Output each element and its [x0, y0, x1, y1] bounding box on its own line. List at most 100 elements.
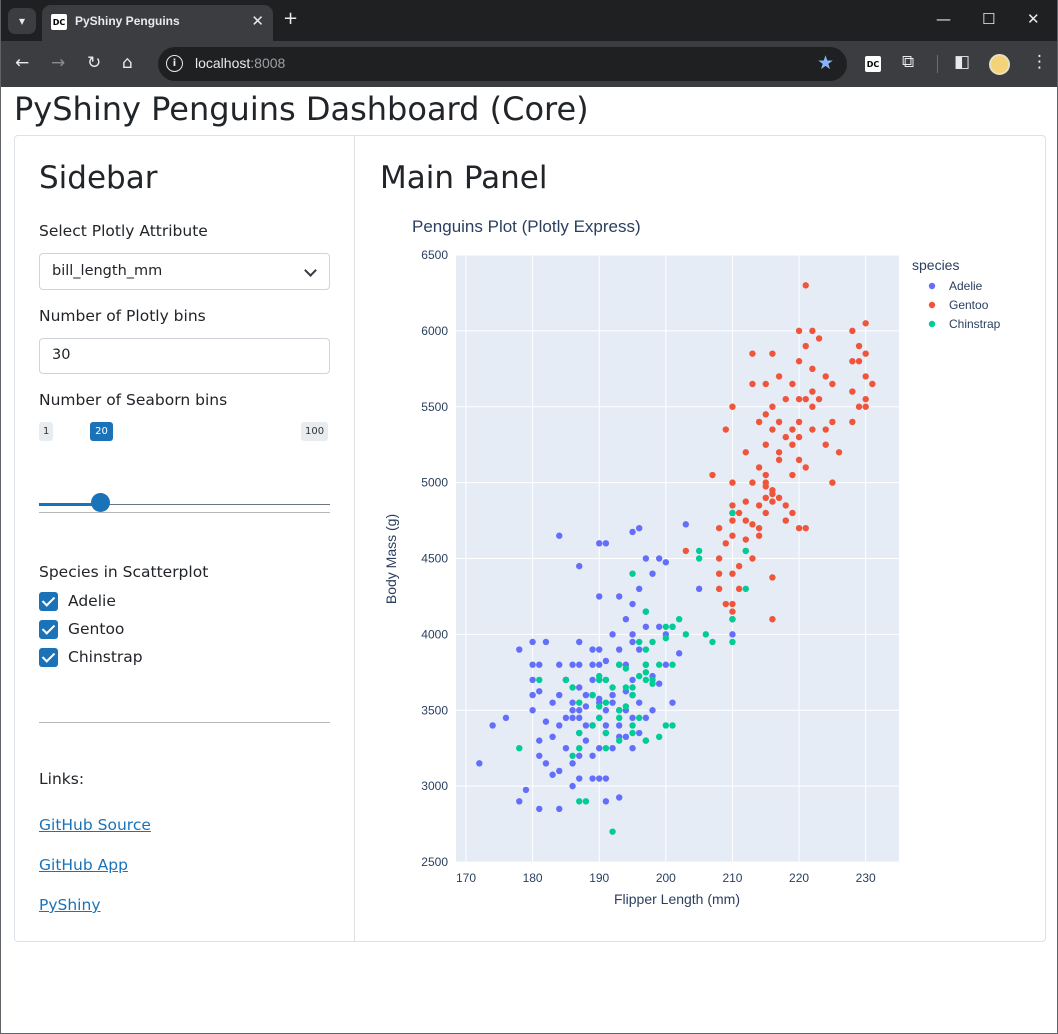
point-adelie[interactable]	[629, 528, 636, 536]
point-chinstrap[interactable]	[695, 547, 703, 555]
point-adelie[interactable]	[569, 707, 576, 714]
point-adelie[interactable]	[596, 540, 603, 547]
point-adelie[interactable]	[616, 722, 623, 729]
plotly-bins-input[interactable]: 30	[39, 338, 330, 374]
point-gentoo[interactable]	[749, 380, 756, 388]
point-adelie[interactable]	[589, 661, 596, 668]
link-github-source[interactable]: GitHub Source	[39, 816, 151, 834]
point-gentoo[interactable]	[789, 441, 796, 448]
tab-search-icon[interactable]: ▾	[8, 8, 36, 34]
point-gentoo[interactable]	[729, 608, 736, 615]
point-adelie[interactable]	[695, 585, 703, 593]
point-adelie[interactable]	[562, 714, 570, 722]
point-gentoo[interactable]	[715, 570, 723, 577]
point-gentoo[interactable]	[795, 524, 803, 532]
point-adelie[interactable]	[589, 676, 596, 684]
point-chinstrap[interactable]	[669, 661, 676, 668]
point-chinstrap[interactable]	[655, 661, 663, 668]
extension-dc-icon[interactable]: DC	[865, 56, 881, 72]
point-adelie[interactable]	[616, 646, 623, 653]
point-adelie[interactable]	[576, 752, 583, 759]
point-gentoo[interactable]	[815, 395, 823, 403]
point-gentoo[interactable]	[802, 342, 809, 350]
point-adelie[interactable]	[542, 638, 550, 646]
point-gentoo[interactable]	[795, 418, 803, 426]
point-gentoo[interactable]	[862, 395, 869, 403]
point-gentoo[interactable]	[769, 574, 776, 581]
point-chinstrap[interactable]	[635, 714, 643, 722]
point-chinstrap[interactable]	[635, 638, 643, 646]
point-gentoo[interactable]	[769, 487, 776, 494]
point-adelie[interactable]	[536, 661, 543, 668]
point-gentoo[interactable]	[862, 350, 869, 357]
link-pyshiny[interactable]: PyShiny	[39, 896, 101, 914]
point-gentoo[interactable]	[862, 403, 869, 410]
point-gentoo[interactable]	[709, 471, 716, 479]
point-gentoo[interactable]	[862, 373, 869, 380]
point-chinstrap[interactable]	[729, 638, 736, 646]
point-adelie[interactable]	[635, 524, 643, 532]
point-adelie[interactable]	[609, 631, 616, 638]
point-chinstrap[interactable]	[642, 669, 650, 676]
side-panel-icon[interactable]: ◧	[954, 52, 971, 72]
point-gentoo[interactable]	[849, 418, 856, 426]
point-gentoo[interactable]	[835, 449, 843, 456]
point-adelie[interactable]	[596, 593, 603, 600]
point-adelie[interactable]	[562, 744, 570, 752]
point-adelie[interactable]	[576, 661, 583, 668]
point-chinstrap[interactable]	[536, 676, 543, 684]
point-gentoo[interactable]	[809, 388, 816, 395]
point-adelie[interactable]	[576, 707, 583, 714]
point-gentoo[interactable]	[822, 373, 829, 380]
point-chinstrap[interactable]	[602, 729, 610, 737]
point-adelie[interactable]	[536, 688, 543, 695]
point-adelie[interactable]	[662, 559, 670, 566]
point-chinstrap[interactable]	[616, 737, 623, 744]
point-gentoo[interactable]	[735, 509, 743, 517]
point-adelie[interactable]	[556, 532, 563, 539]
point-gentoo[interactable]	[822, 441, 829, 448]
point-gentoo[interactable]	[795, 327, 803, 335]
point-chinstrap[interactable]	[742, 547, 749, 555]
point-gentoo[interactable]	[775, 418, 783, 426]
point-adelie[interactable]	[476, 760, 483, 767]
point-chinstrap[interactable]	[569, 684, 576, 691]
point-chinstrap[interactable]	[635, 672, 643, 680]
point-gentoo[interactable]	[735, 562, 743, 570]
point-adelie[interactable]	[489, 722, 496, 729]
point-adelie[interactable]	[556, 661, 563, 668]
point-gentoo[interactable]	[849, 327, 856, 335]
point-gentoo[interactable]	[775, 373, 783, 380]
point-adelie[interactable]	[556, 805, 563, 813]
point-adelie[interactable]	[675, 650, 683, 657]
point-gentoo[interactable]	[782, 395, 789, 403]
point-gentoo[interactable]	[855, 358, 863, 365]
point-adelie[interactable]	[629, 676, 636, 684]
point-gentoo[interactable]	[789, 380, 796, 388]
point-adelie[interactable]	[569, 714, 576, 722]
point-gentoo[interactable]	[809, 426, 816, 433]
point-adelie[interactable]	[576, 562, 583, 570]
point-adelie[interactable]	[542, 718, 550, 725]
point-gentoo[interactable]	[769, 498, 776, 505]
close-window-icon[interactable]: ✕	[1027, 10, 1040, 28]
point-chinstrap[interactable]	[742, 585, 749, 593]
point-gentoo[interactable]	[869, 380, 876, 388]
point-chinstrap[interactable]	[602, 699, 610, 706]
point-adelie[interactable]	[582, 722, 590, 729]
point-gentoo[interactable]	[775, 494, 783, 501]
point-gentoo[interactable]	[762, 411, 769, 418]
point-chinstrap[interactable]	[622, 684, 630, 691]
point-adelie[interactable]	[682, 521, 690, 528]
point-chinstrap[interactable]	[602, 744, 610, 752]
point-adelie[interactable]	[635, 585, 643, 593]
point-adelie[interactable]	[669, 699, 676, 706]
point-gentoo[interactable]	[829, 380, 836, 388]
point-chinstrap[interactable]	[596, 714, 603, 722]
point-adelie[interactable]	[629, 600, 636, 608]
point-gentoo[interactable]	[762, 509, 769, 517]
point-gentoo[interactable]	[769, 426, 776, 433]
point-adelie[interactable]	[642, 555, 650, 562]
point-adelie[interactable]	[582, 703, 590, 710]
point-gentoo[interactable]	[795, 456, 803, 464]
